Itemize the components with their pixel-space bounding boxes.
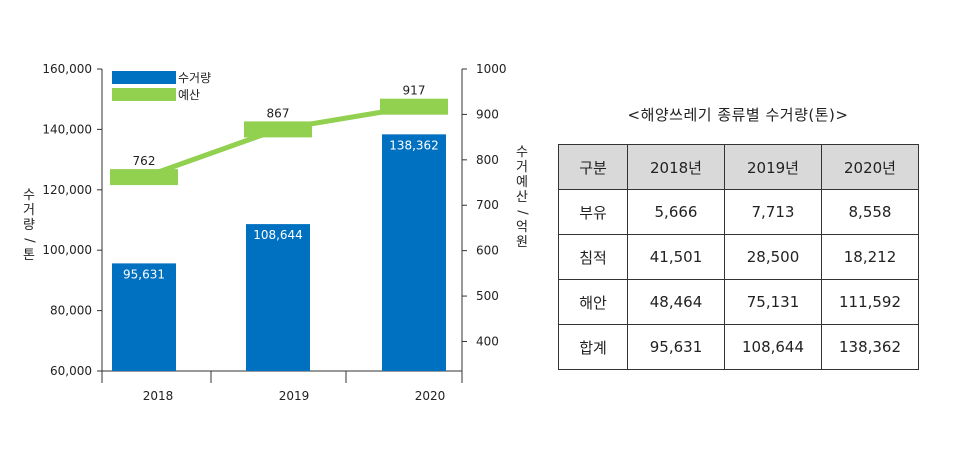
- table-header-row: 구분 2018년 2019년 2020년: [558, 144, 919, 190]
- y-axis-left-label: 수 거 량 / 톤: [21, 188, 37, 263]
- x-tick-label: 2020: [415, 389, 446, 403]
- y-left-tick-label: 60,000: [50, 364, 92, 378]
- axis-label-char: 톤: [23, 248, 35, 263]
- table-cell: 28,500: [724, 234, 822, 280]
- axis-label-char: 거: [516, 160, 528, 175]
- y-left-tick-label: 80,000: [50, 304, 92, 318]
- budget-data-label: 762: [133, 154, 156, 168]
- header-cell-2019: 2019년: [724, 144, 822, 190]
- budget-data-label: 867: [267, 106, 290, 120]
- row-label: 침적: [558, 234, 628, 280]
- row-label: 합계: [558, 324, 628, 370]
- y-right-tick-label: 600: [476, 244, 499, 258]
- y-right-tick-label: 400: [476, 334, 499, 348]
- budget-point-2020: [380, 98, 448, 115]
- axis-label-char: 억: [516, 220, 528, 235]
- table-cell: 95,631: [627, 324, 725, 370]
- header-cell-2020: 2020년: [821, 144, 919, 190]
- bar-data-label: 138,362: [389, 138, 439, 152]
- table-cell: 7,713: [724, 189, 822, 235]
- combo-chart: 60,000 80,000 100,000 120,000 140,000 160,000…: [42, 62, 507, 403]
- x-tick-label: 2019: [279, 389, 310, 403]
- table-row: 해안 48,464 75,131 111,592: [558, 279, 919, 325]
- table-row: 부유 5,666 7,713 8,558: [558, 189, 919, 235]
- legend-label-budget: 예산: [178, 88, 201, 102]
- bar-collection-2019: [246, 224, 310, 371]
- table-cell: 108,644: [724, 324, 822, 370]
- header-cell-2018: 2018년: [627, 144, 725, 190]
- table-cell: 18,212: [821, 234, 919, 280]
- legend-item-collection: 수거량: [112, 69, 211, 86]
- y-left-tick-label: 120,000: [42, 183, 92, 197]
- table-row: 침적 41,501 28,500 18,212: [558, 234, 919, 280]
- axis-label-char: 거: [23, 203, 35, 218]
- y-right-tick-label: 700: [476, 198, 499, 212]
- row-label: 해안: [558, 279, 628, 325]
- axis-label-char: 원: [516, 235, 528, 250]
- axis-label-char: 수: [23, 188, 35, 203]
- bar-data-label: 95,631: [123, 267, 165, 281]
- legend-label-collection: 수거량: [178, 71, 212, 85]
- y-right-tick-label: 1000: [476, 62, 507, 76]
- bar-collection-2020: [382, 134, 446, 371]
- y-right-tick-label: 900: [476, 107, 499, 121]
- table-row: 합계 95,631 108,644 138,362: [558, 324, 919, 370]
- header-cell-category: 구분: [558, 144, 628, 190]
- budget-data-label: 917: [403, 84, 426, 98]
- y-left-tick-label: 140,000: [42, 122, 92, 136]
- axis-label-char: 량: [23, 218, 35, 233]
- legend-swatch-collection: [112, 71, 176, 84]
- y-axis-right-label: 수 거 예 산 / 억 원: [514, 145, 530, 250]
- bar-collection-2018: [112, 263, 176, 371]
- table-cell: 111,592: [821, 279, 919, 325]
- y-right-tick-label: 800: [476, 153, 499, 167]
- budget-point-2018: [110, 169, 178, 186]
- y-right-tick-label: 500: [476, 289, 499, 303]
- table-cell: 41,501: [627, 234, 725, 280]
- table-cell: 75,131: [724, 279, 822, 325]
- axis-label-char: 예: [516, 175, 528, 190]
- table-cell: 48,464: [627, 279, 725, 325]
- axis-label-char: 산: [516, 190, 528, 205]
- axis-label-char: 수: [516, 145, 528, 160]
- x-tick-label: 2018: [143, 389, 174, 403]
- collection-table: 구분 2018년 2019년 2020년 부유 5,666 7,713 8,55…: [558, 144, 919, 370]
- table-cell: 138,362: [821, 324, 919, 370]
- table-title: <해양쓰레기 종류별 수거량(톤)>: [627, 106, 849, 124]
- axis-label-char: /: [514, 210, 530, 215]
- legend-item-budget: 예산: [112, 86, 200, 103]
- table-cell: 5,666: [627, 189, 725, 235]
- bar-data-label: 108,644: [253, 228, 303, 242]
- y-left-tick-label: 100,000: [42, 243, 92, 257]
- y-left-tick-label: 160,000: [42, 62, 92, 76]
- row-label: 부유: [558, 189, 628, 235]
- axis-label-char: /: [21, 238, 37, 243]
- budget-point-2019: [244, 121, 312, 138]
- table-cell: 8,558: [821, 189, 919, 235]
- legend-swatch-budget: [112, 88, 176, 101]
